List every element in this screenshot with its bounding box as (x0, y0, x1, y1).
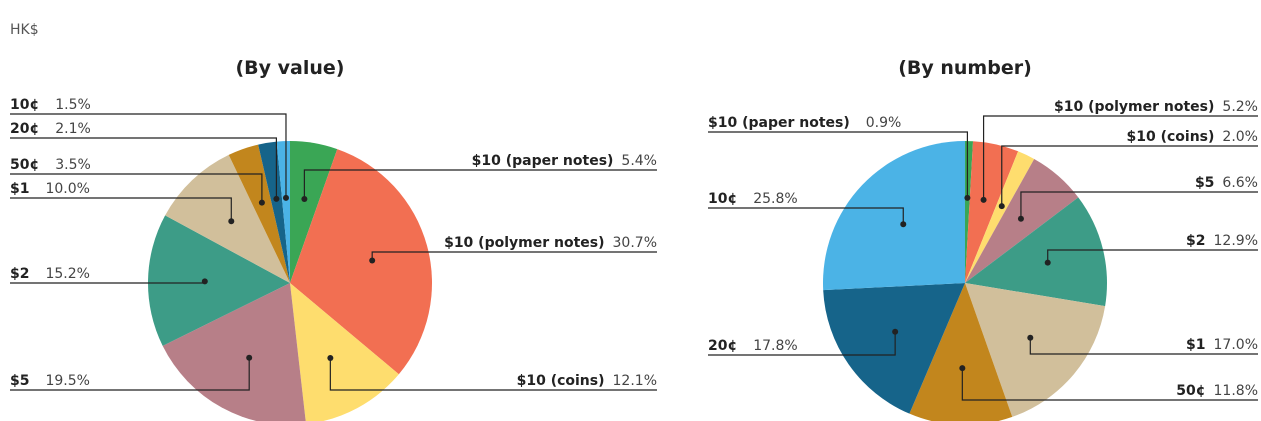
slice-value: 2.0% (1222, 129, 1258, 145)
leader-line (1001, 145, 1258, 207)
slice-value: 10.0% (45, 181, 89, 197)
slice-value: 17.0% (1214, 337, 1258, 353)
leader-dot (258, 199, 265, 206)
pie-slice (290, 149, 433, 375)
pie-slice (290, 141, 338, 283)
leader-dot (998, 203, 1005, 210)
pie-slice (228, 144, 290, 283)
slice-name: 10¢ (708, 191, 737, 207)
leader-line (329, 358, 657, 391)
leader-dot (892, 328, 899, 335)
pie-slice (823, 141, 965, 291)
slice-value: 19.5% (45, 373, 89, 389)
leader-line (10, 357, 250, 391)
slice-name: $2 (1186, 233, 1205, 249)
leader-dot (369, 257, 376, 264)
leader-line (982, 115, 1258, 200)
slice-value: 2.1% (55, 121, 91, 137)
leader-line (10, 173, 263, 203)
leader-dot (282, 194, 289, 201)
slice-name: $10 (coins) (517, 373, 605, 389)
pie-slice (162, 283, 306, 421)
pie-slice (290, 283, 399, 421)
slice-value: 11.8% (1214, 383, 1258, 399)
pie-slice (165, 154, 290, 283)
slice-name: $10 (polymer notes) (1054, 99, 1214, 115)
slice-name: $5 (1195, 175, 1214, 191)
pie-slice (147, 215, 290, 346)
leader-line (961, 368, 1258, 401)
pie-slice (965, 197, 1107, 307)
leader-line (1047, 249, 1258, 263)
slice-value: 0.9% (866, 115, 902, 131)
leader-line (708, 331, 896, 356)
slice-value: 5.4% (621, 153, 657, 169)
pie-slice (965, 283, 1106, 417)
chart-title: (By number) (898, 57, 1032, 79)
leader-dot (301, 196, 308, 203)
leader-line (10, 197, 232, 222)
leader-dot (228, 218, 235, 225)
slice-value: 5.2% (1222, 99, 1258, 115)
pie-slice (965, 141, 1019, 283)
slice-value: 30.7% (613, 235, 657, 251)
leader-dot (246, 354, 253, 361)
leader-dot (1027, 334, 1034, 341)
leader-dot (273, 195, 280, 202)
slice-value: 12.9% (1214, 233, 1258, 249)
slice-value: 17.8% (753, 338, 797, 354)
leader-line (10, 113, 287, 198)
pie-slice (258, 141, 290, 283)
slice-value: 1.5% (55, 97, 91, 113)
leader-line (1020, 191, 1258, 219)
pie-slice (823, 283, 965, 414)
slice-name: $10 (paper notes) (472, 153, 614, 169)
leader-line (10, 137, 278, 199)
slice-name: $1 (10, 181, 29, 197)
pie-slice (965, 151, 1035, 283)
slice-name: $10 (coins) (1127, 129, 1215, 145)
slice-name: $2 (10, 266, 29, 282)
leader-dot (201, 278, 208, 285)
slice-name: 20¢ (10, 121, 39, 137)
leader-dot (964, 194, 971, 201)
slice-value: 3.5% (55, 157, 91, 173)
leader-dot (980, 196, 987, 203)
leader-line (708, 131, 969, 198)
slice-value: 12.1% (613, 373, 657, 389)
slice-value: 6.6% (1222, 175, 1258, 191)
slice-name: 50¢ (1176, 383, 1205, 399)
leader-line (1029, 337, 1258, 355)
leader-line (303, 169, 657, 200)
unit-label: HK$ (10, 22, 39, 38)
slice-name: 10¢ (10, 97, 39, 113)
slice-value: 25.8% (753, 191, 797, 207)
leader-dot (327, 355, 334, 362)
slice-value: 15.2% (45, 266, 89, 282)
slice-name: $1 (1186, 337, 1205, 353)
slice-name: 20¢ (708, 338, 737, 354)
pie-slice (276, 141, 290, 283)
leader-line (708, 207, 904, 225)
chart-title: (By value) (236, 57, 345, 79)
slice-name: $10 (paper notes) (708, 115, 850, 131)
leader-dot (900, 221, 907, 228)
leader-dot (959, 365, 966, 372)
slice-name: 50¢ (10, 157, 39, 173)
slice-name: $5 (10, 373, 29, 389)
leader-dot (1044, 259, 1051, 266)
slice-name: $10 (polymer notes) (444, 235, 604, 251)
pie-slice (909, 283, 1013, 421)
leader-dot (1017, 215, 1024, 222)
